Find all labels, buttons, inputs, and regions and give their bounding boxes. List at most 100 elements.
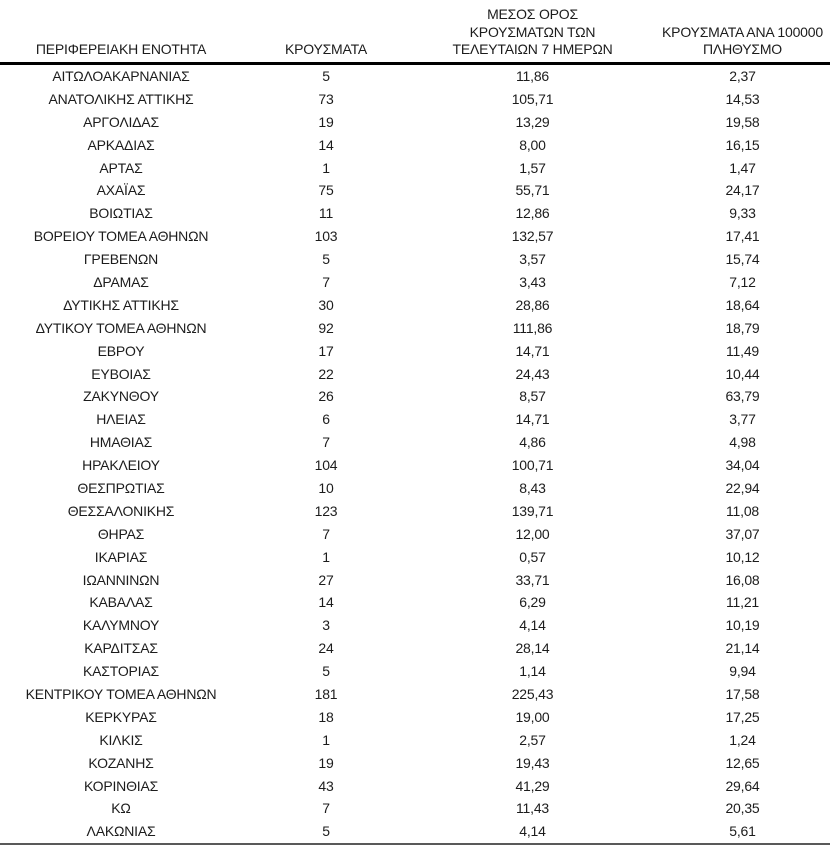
cell-cases: 14 — [318, 594, 334, 611]
table-row: ΚΑΡΔΙΤΣΑΣ 24 28,14 21,14 — [0, 637, 830, 660]
cell-per100k: 10,44 — [725, 365, 760, 382]
table-row: ΒΟΡΕΙΟΥ ΤΟΜΕΑ ΑΘΗΝΩΝ 103 132,57 17,41 — [0, 225, 830, 248]
table-row: ΑΙΤΩΛΟΑΚΑΡΝΑΝΙΑΣ 5 11,86 2,37 — [0, 63, 830, 87]
cell-avg7days: 11,86 — [516, 67, 549, 84]
cell-cases: 7 — [322, 800, 330, 817]
table-row: ΘΕΣΠΡΩΤΙΑΣ 10 8,43 22,94 — [0, 477, 830, 500]
cell-region: ΑΡΓΟΛΙΔΑΣ — [83, 113, 159, 130]
cell-cases: 92 — [318, 319, 334, 336]
cell-region: ΛΑΚΩΝΙΑΣ — [0, 819, 242, 845]
cell-cases: 19 — [318, 754, 334, 771]
cell-per100k: 20,35 — [725, 800, 760, 817]
cell-per100k: 10,12 — [725, 548, 760, 565]
table-row: ΚΩ 7 11,43 20,35 — [0, 797, 830, 820]
cell-region: ΚΑΛΥΜΝΟΥ — [82, 617, 160, 634]
cell-per100k: 17,41 — [725, 228, 760, 245]
cell-avg7days: 28,86 — [515, 296, 550, 313]
table-row: ΚΟΖΑΝΗΣ 19 19,43 12,65 — [0, 751, 830, 774]
cell-per100k: 5,61 — [655, 819, 830, 845]
cell-per100k: 34,04 — [725, 457, 760, 474]
column-header-avg7days: ΜΕΣΟΣ ΟΡΟΣ ΚΡΟΥΣΜΑΤΩΝ ΤΩΝ ΤΕΛΕΥΤΑΙΩΝ 7 Η… — [410, 0, 655, 65]
table-row: ΘΕΣΣΑΛΟΝΙΚΗΣ 123 139,71 11,08 — [0, 499, 830, 522]
column-header-region: ΠΕΡΙΦΕΡΕΙΑΚΗ ΕΝΟΤΗΤΑ — [0, 0, 242, 65]
cell-per100k: 1,47 — [729, 159, 756, 176]
cell-region: ΑΝΑΤΟΛΙΚΗΣ ΑΤΤΙΚΗΣ — [48, 90, 194, 107]
cell-cases: 26 — [318, 388, 334, 405]
cell-avg7days: 41,29 — [515, 777, 550, 794]
column-header-cases: ΚΡΟΥΣΜΑΤΑ — [242, 0, 410, 65]
cell-region: ΔΡΑΜΑΣ — [93, 273, 149, 290]
cell-avg7days: 12,00 — [515, 525, 550, 542]
cell-cases: 5 — [322, 251, 330, 268]
cell-per100k: 19,58 — [725, 113, 760, 130]
cell-avg7days: 1,14 — [519, 663, 546, 680]
cell-region: ΙΚΑΡΙΑΣ — [94, 548, 148, 565]
table-row: ΑΡΚΑΔΙΑΣ 14 8,00 16,15 — [0, 133, 830, 156]
table-row: ΚΕΝΤΡΙΚΟΥ ΤΟΜΕΑ ΑΘΗΝΩΝ 181 225,43 17,58 — [0, 683, 830, 706]
cell-avg7days: 24,43 — [515, 365, 550, 382]
cell-region: ΒΟΙΩΤΙΑΣ — [89, 205, 153, 222]
table-row: ΚΙΛΚΙΣ 1 2,57 1,24 — [0, 728, 830, 751]
cell-avg7days: 4,14 — [519, 617, 546, 634]
cell-cases: 1 — [322, 548, 330, 565]
cell-per100k: 11,49 — [726, 342, 759, 359]
cell-per100k: 4,98 — [729, 434, 756, 451]
cell-region: ΗΜΑΘΙΑΣ — [89, 434, 153, 451]
cell-cases: 17 — [318, 342, 334, 359]
cell-cases: 10 — [318, 479, 334, 496]
cell-region: ΚΑΣΤΟΡΙΑΣ — [83, 663, 159, 680]
cell-region: ΔΥΤΙΚΟΥ ΤΟΜΕΑ ΑΘΗΝΩΝ — [35, 319, 207, 336]
cell-avg7days: 100,71 — [511, 457, 554, 474]
cell-region: ΚΙΛΚΙΣ — [99, 731, 143, 748]
cell-cases: 75 — [318, 182, 334, 199]
table-header: ΠΕΡΙΦΕΡΕΙΑΚΗ ΕΝΟΤΗΤΑ ΚΡΟΥΣΜΑΤΑ ΜΕΣΟΣ ΟΡΟ… — [0, 0, 830, 65]
cell-cases: 5 — [322, 663, 330, 680]
cell-avg7days: 12,86 — [515, 205, 550, 222]
cell-per100k: 7,12 — [729, 273, 756, 290]
cell-cases: 7 — [322, 525, 330, 542]
cell-cases: 18 — [318, 708, 334, 725]
cell-cases: 24 — [318, 640, 334, 657]
cell-per100k: 3,77 — [729, 411, 756, 428]
cell-region: ΘΕΣΣΑΛΟΝΙΚΗΣ — [67, 502, 175, 519]
table-row: ΑΝΑΤΟΛΙΚΗΣ ΑΤΤΙΚΗΣ 73 105,71 14,53 — [0, 87, 830, 110]
table-row: ΘΗΡΑΣ 7 12,00 37,07 — [0, 522, 830, 545]
cell-avg7days: 19,00 — [515, 708, 550, 725]
cell-avg7days: 3,43 — [519, 273, 546, 290]
cell-avg7days: 13,29 — [515, 113, 550, 130]
cell-region: ΚΟΡΙΝΘΙΑΣ — [83, 777, 159, 794]
cell-region: ΑΡΚΑΔΙΑΣ — [87, 136, 155, 153]
cell-region: ΗΡΑΚΛΕΙΟΥ — [82, 457, 160, 474]
cell-avg7days: 2,57 — [519, 731, 546, 748]
cell-cases: 103 — [314, 228, 338, 245]
cell-region: ΒΟΡΕΙΟΥ ΤΟΜΕΑ ΑΘΗΝΩΝ — [33, 228, 209, 245]
cell-cases: 5 — [242, 819, 410, 845]
cell-avg7days: 4,14 — [410, 819, 655, 845]
cell-per100k: 2,37 — [729, 67, 756, 84]
cell-avg7days: 14,71 — [515, 342, 550, 359]
cell-avg7days: 33,71 — [515, 571, 550, 588]
cell-avg7days: 8,00 — [519, 136, 546, 153]
cell-region: ΑΙΤΩΛΟΑΚΑΡΝΑΝΙΑΣ — [52, 67, 190, 84]
table-row: ΗΛΕΙΑΣ 6 14,71 3,77 — [0, 408, 830, 431]
table-row: ΔΥΤΙΚΗΣ ΑΤΤΙΚΗΣ 30 28,86 18,64 — [0, 293, 830, 316]
cell-cases: 6 — [322, 411, 330, 428]
table-row: ΚΑΒΑΛΑΣ 14 6,29 11,21 — [0, 591, 830, 614]
cell-cases: 1 — [322, 731, 330, 748]
cell-cases: 7 — [322, 434, 330, 451]
table-row: ΚΕΡΚΥΡΑΣ 18 19,00 17,25 — [0, 705, 830, 728]
cell-avg7days: 139,71 — [511, 502, 554, 519]
table-row: ΛΑΚΩΝΙΑΣ 5 4,14 5,61 — [0, 819, 830, 845]
cell-avg7days: 4,86 — [519, 434, 546, 451]
cell-region: ΚΩ — [111, 800, 131, 817]
cell-per100k: 17,58 — [725, 685, 760, 702]
table-row: ΗΜΑΘΙΑΣ 7 4,86 4,98 — [0, 431, 830, 454]
table-row: ΖΑΚΥΝΘΟΥ 26 8,57 63,79 — [0, 385, 830, 408]
cell-avg7days: 1,57 — [519, 159, 546, 176]
cell-cases: 123 — [314, 502, 338, 519]
header-row: ΠΕΡΙΦΕΡΕΙΑΚΗ ΕΝΟΤΗΤΑ ΚΡΟΥΣΜΑΤΑ ΜΕΣΟΣ ΟΡΟ… — [0, 0, 830, 65]
cell-per100k: 21,14 — [725, 640, 760, 657]
cell-region: ΕΒΡΟΥ — [97, 342, 145, 359]
cell-avg7days: 11,43 — [516, 800, 549, 817]
